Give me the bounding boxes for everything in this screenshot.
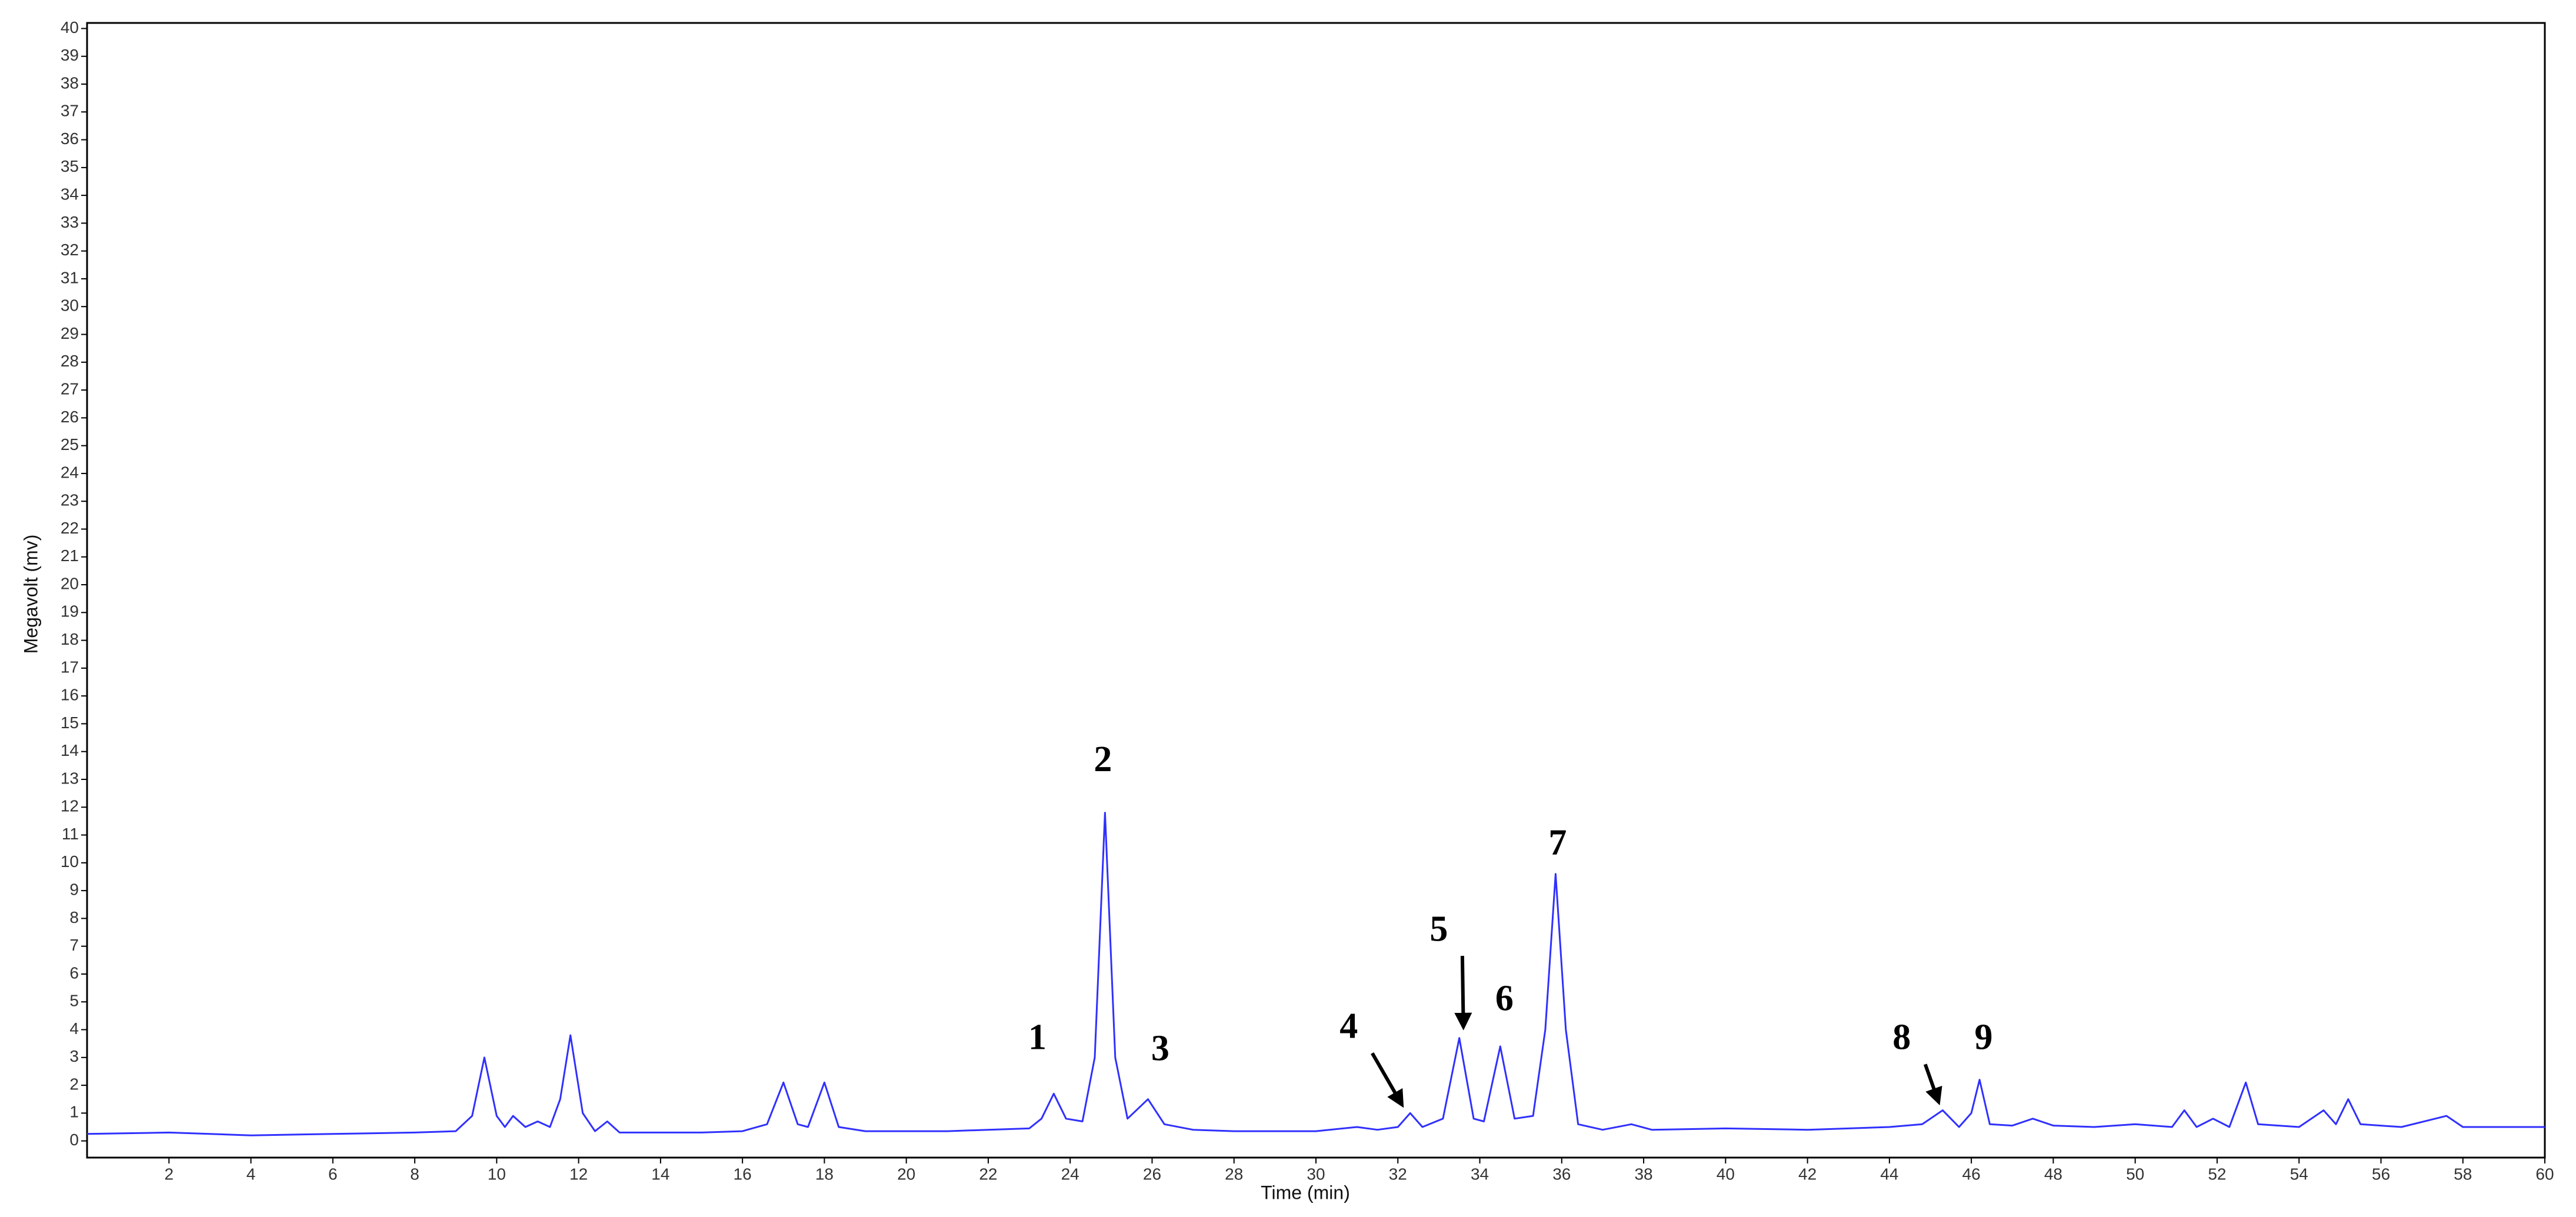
y-tick-label: 23 [61,491,79,509]
x-tick-label: 24 [1061,1165,1079,1183]
y-tick-label: 0 [69,1131,79,1149]
peak-label: 1 [1028,1018,1047,1058]
y-tick-label: 40 [61,18,79,36]
x-tick-label: 44 [1880,1165,1898,1183]
y-tick-label: 2 [69,1075,79,1093]
y-tick-label: 36 [61,129,79,148]
x-tick-label: 14 [651,1165,669,1183]
peak-label: 3 [1151,1029,1169,1069]
peak-label: 9 [1975,1018,1993,1058]
y-tick-label: 1 [69,1103,79,1121]
x-tick-label: 16 [734,1165,752,1183]
x-tick-label: 32 [1389,1165,1407,1183]
x-tick-label: 20 [897,1165,915,1183]
x-tick-label: 4 [246,1165,256,1183]
x-axis-label: Time (min) [1261,1182,1350,1203]
y-tick-label: 9 [69,881,79,899]
x-tick-label: 60 [2535,1165,2554,1183]
y-tick-label: 10 [61,852,79,871]
y-tick-label: 5 [69,992,79,1010]
x-tick-label: 42 [1798,1165,1817,1183]
x-tick-label: 10 [488,1165,506,1183]
y-tick-label: 33 [61,213,79,231]
x-tick-label: 52 [2208,1165,2226,1183]
y-tick-label: 22 [61,519,79,537]
y-tick-label: 39 [61,46,79,64]
y-tick-label: 12 [61,797,79,815]
y-tick-label: 38 [61,74,79,92]
y-tick-label: 17 [61,658,79,676]
x-tick-label: 8 [410,1165,419,1183]
x-tick-label: 58 [2454,1165,2472,1183]
y-tick-label: 14 [61,741,79,759]
y-tick-label: 21 [61,546,79,565]
x-tick-label: 54 [2290,1165,2308,1183]
y-tick-label: 20 [61,574,79,592]
y-tick-label: 37 [61,102,79,120]
x-tick-label: 22 [979,1165,997,1183]
y-tick-label: 28 [61,352,79,370]
x-tick-label: 38 [1634,1165,1652,1183]
y-tick-label: 13 [61,769,79,787]
y-tick-label: 8 [69,908,79,926]
x-tick-label: 28 [1225,1165,1243,1183]
x-tick-label: 30 [1307,1165,1325,1183]
x-tick-label: 2 [164,1165,174,1183]
y-tick-label: 27 [61,379,79,398]
y-tick-label: 11 [62,825,79,843]
y-tick-label: 7 [69,936,79,954]
x-tick-label: 36 [1552,1165,1571,1183]
x-tick-label: 50 [2126,1165,2144,1183]
x-tick-label: 40 [1717,1165,1735,1183]
x-tick-label: 12 [569,1165,588,1183]
y-tick-label: 24 [61,463,79,481]
y-tick-label: 35 [61,157,79,175]
peak-label: 2 [1094,739,1112,779]
peak-arrow [1371,1052,1404,1108]
y-tick-label: 19 [61,602,79,621]
y-tick-label: 3 [69,1047,79,1065]
y-tick-label: 16 [61,686,79,704]
y-tick-label: 34 [61,185,79,204]
y-tick-label: 26 [61,408,79,426]
peak-label: 6 [1495,978,1514,1018]
peak-label: 4 [1339,1006,1358,1046]
y-tick-label: 32 [61,241,79,259]
x-tick-label: 26 [1143,1165,1161,1183]
y-tick-label: 31 [61,268,79,286]
y-tick-label: 15 [61,713,79,732]
peak-label: 5 [1429,909,1448,949]
peak-label: 7 [1548,823,1567,863]
y-tick-label: 6 [69,963,79,982]
y-tick-label: 18 [61,630,79,648]
x-tick-label: 46 [1962,1165,1981,1183]
y-axis-label: Megavolt (mv) [20,535,41,654]
peak-arrow [1923,1063,1942,1106]
x-tick-label: 34 [1471,1165,1489,1183]
trace [86,812,2545,1136]
x-tick-label: 56 [2372,1165,2390,1183]
x-tick-label: 18 [815,1165,834,1183]
x-tick-label: 48 [2044,1165,2062,1183]
peak-label: 8 [1892,1018,1911,1058]
x-tick-label: 6 [328,1165,338,1183]
plot-frame [86,22,2546,1159]
y-tick-label: 25 [61,435,79,454]
peak-arrow [1454,955,1472,1031]
y-tick-label: 4 [69,1019,79,1038]
y-tick-label: 29 [61,324,79,342]
y-tick-label: 30 [61,296,79,315]
